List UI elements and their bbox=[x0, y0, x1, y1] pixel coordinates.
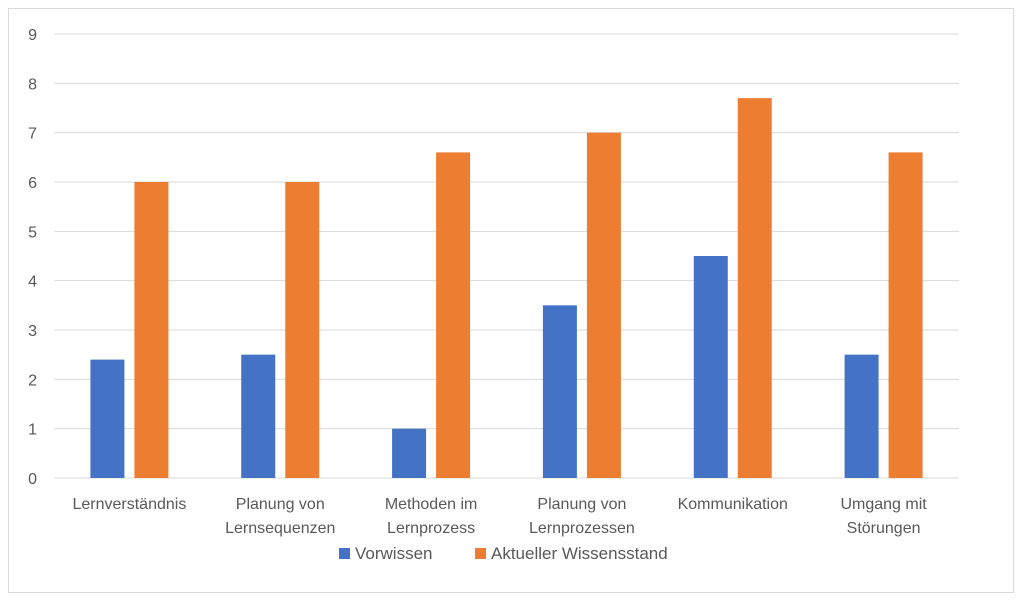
x-axis-category-labels: Lernverständnis Planung von Lernsequenzen M… bbox=[72, 496, 927, 537]
x-category-label: Störungen bbox=[847, 520, 921, 537]
x-category-label: Umgang mit bbox=[840, 496, 927, 513]
bar-aktueller-wissensstand bbox=[134, 182, 169, 478]
bar-vorwissen bbox=[241, 354, 276, 478]
y-tick-label: 5 bbox=[28, 224, 37, 241]
bars bbox=[90, 98, 923, 478]
bar-aktueller-wissensstand bbox=[586, 132, 621, 478]
bar-aktueller-wissensstand bbox=[888, 152, 923, 478]
legend-label: Vorwissen bbox=[355, 544, 432, 563]
x-category-label: Lernverständnis bbox=[72, 496, 186, 513]
legend-swatch bbox=[339, 548, 350, 559]
x-category-label: Planung von bbox=[537, 496, 626, 513]
x-category-label: Methoden im bbox=[385, 496, 478, 513]
legend-item: Vorwissen bbox=[339, 544, 432, 563]
y-tick-label: 2 bbox=[28, 372, 37, 389]
bar-vorwissen bbox=[693, 256, 728, 478]
legend-label: Aktueller Wissensstand bbox=[491, 544, 668, 563]
x-category-label: Lernsequenzen bbox=[225, 520, 335, 537]
y-tick-label: 9 bbox=[28, 27, 37, 44]
bar-vorwissen bbox=[392, 428, 427, 478]
legend: Vorwissen Aktueller Wissensstand bbox=[339, 544, 668, 563]
bar-vorwissen bbox=[844, 354, 879, 478]
y-tick-label: 8 bbox=[28, 76, 37, 93]
bar-aktueller-wissensstand bbox=[285, 182, 320, 478]
y-tick-label: 4 bbox=[28, 274, 37, 291]
y-tick-label: 6 bbox=[28, 175, 37, 192]
y-axis-tick-labels: 0 1 2 3 4 5 6 7 8 9 bbox=[28, 27, 37, 488]
bar-vorwissen bbox=[542, 305, 577, 478]
gridlines bbox=[54, 33, 959, 479]
x-category-label: Planung von bbox=[236, 496, 325, 513]
bar-aktueller-wissensstand bbox=[436, 152, 471, 478]
x-category-label: Lernprozessen bbox=[529, 520, 635, 537]
bar-vorwissen bbox=[90, 359, 125, 478]
x-category-label: Lernprozess bbox=[387, 520, 475, 537]
y-tick-label: 0 bbox=[28, 471, 37, 488]
legend-swatch bbox=[475, 548, 486, 559]
bar-aktueller-wissensstand bbox=[737, 98, 772, 478]
y-tick-label: 3 bbox=[28, 323, 37, 340]
legend-item: Aktueller Wissensstand bbox=[475, 544, 668, 563]
x-category-label: Kommunikation bbox=[678, 496, 788, 513]
y-tick-label: 1 bbox=[28, 422, 37, 439]
y-tick-label: 7 bbox=[28, 126, 37, 143]
